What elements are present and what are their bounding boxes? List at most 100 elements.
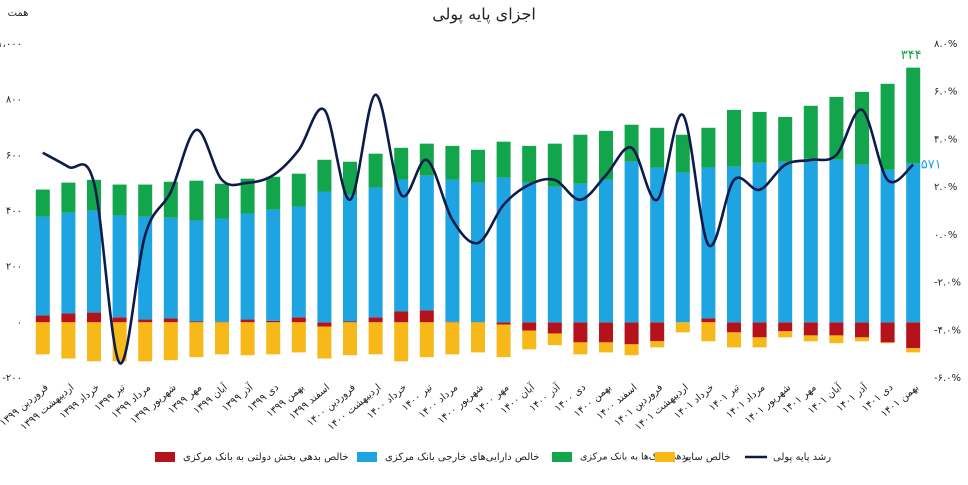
bar-segment [650,167,665,323]
bar-segment [317,322,332,327]
bar-segment [829,322,844,336]
bar-segment [803,105,818,159]
bar-segment [547,322,562,334]
bar-segment [112,215,127,318]
y-tick-label: ۲۰۰ [6,262,22,273]
y2-tick-label: ۰.۰% [934,230,957,241]
bar-segment [906,322,921,349]
bar-segment [163,318,178,323]
bar-segment [163,322,178,361]
bar-segment [650,322,665,342]
bar-segment [343,161,357,195]
bar-segment [778,322,793,332]
bar-segment [445,322,460,355]
bar-segment [599,322,613,343]
bar-segment [752,111,767,163]
bar-segment [35,189,50,217]
bar-segment [240,178,255,214]
bar-segment [522,145,537,183]
legend-swatch [655,452,675,462]
bar-segment [138,184,153,217]
bar-segment [240,319,255,323]
bar-segment [522,182,537,323]
legend-swatch [357,452,377,462]
bar-segment [240,213,255,320]
bar-segment [87,322,101,362]
bar-segment [496,322,511,325]
bar-segment [266,320,281,323]
bar-segment [394,322,409,362]
bar-segment [752,322,767,338]
bar-segment [522,330,537,350]
bar-segment [343,194,357,322]
bar-segment [855,337,869,342]
y2-tick-label: ۲.۰% [934,182,957,193]
y2-tick-label: -۴.۰% [934,325,961,336]
y-tick-label: ۶۰۰ [6,150,22,161]
bar-segment [215,183,229,219]
y2-tick-label: ۴.۰% [934,134,957,145]
bar-segment [701,127,716,168]
bar-segment [624,161,639,323]
legend-label: بدهی بانک‌ها به بانک مرکزی [580,452,689,463]
bar-segment [829,335,844,344]
bar-segment [599,179,613,323]
bar-segment [35,216,50,316]
bar-segment [368,322,383,355]
y-tick-label: ۱،۰۰۰ [0,39,22,50]
y2-tick-label: -۶.۰% [934,373,961,384]
bar-segment [138,322,153,362]
bar-segment [471,322,485,353]
bar-segment [35,322,50,355]
bar-segment [547,333,562,346]
bar-segment [112,184,127,216]
y2-tick-label: ۶.۰% [934,87,957,98]
bar-segment [803,322,818,336]
bar-segment [445,179,460,322]
bar-segment [855,322,869,338]
value-label: ۵۷۱ [921,157,942,172]
bar-segment [650,127,665,168]
bar-segment [394,179,409,312]
bar-segment [906,163,921,323]
bar-segment [471,182,485,323]
bar-segment [599,342,613,353]
bar-segment [163,217,178,319]
bar-segment [343,321,357,323]
bar-segment [138,216,153,320]
bar-segment [803,335,818,342]
bar-segment [189,321,204,323]
bar-segment [880,322,895,343]
bar-segment [35,315,50,323]
bar-segment [266,322,281,355]
chart-title: اجزای پایه پولی [432,5,536,25]
y-tick-label: ۴۰۰ [6,206,22,217]
legend-swatch [155,452,175,462]
bar-segment [394,147,409,180]
bar-segment [317,326,332,359]
bar-segment [496,177,511,323]
bar-segment [394,311,409,323]
bar-segment [189,322,204,358]
bar-segment [624,344,639,356]
bar-segment [215,321,229,323]
bar-segment [471,149,485,183]
bar-segment [778,331,793,338]
bar-segment [675,134,690,173]
bar-segment [650,341,665,348]
bar-segment [880,169,895,323]
bar-segment [880,83,895,170]
bar-segment [291,317,306,323]
bar-segment [573,322,588,343]
bar-segment [573,134,588,184]
bar-segment [317,191,332,323]
bar-segment [266,176,281,210]
legend-label: خالص دارایی‌های خارجی بانک مرکزی [385,452,539,463]
bar-segment [906,348,921,353]
bar-segment [419,322,434,358]
bar-segment [675,322,690,333]
y-tick-label: ۰ [17,317,22,328]
legend-swatch [552,452,572,462]
legend-label: رشد پایه پولی [773,452,831,463]
